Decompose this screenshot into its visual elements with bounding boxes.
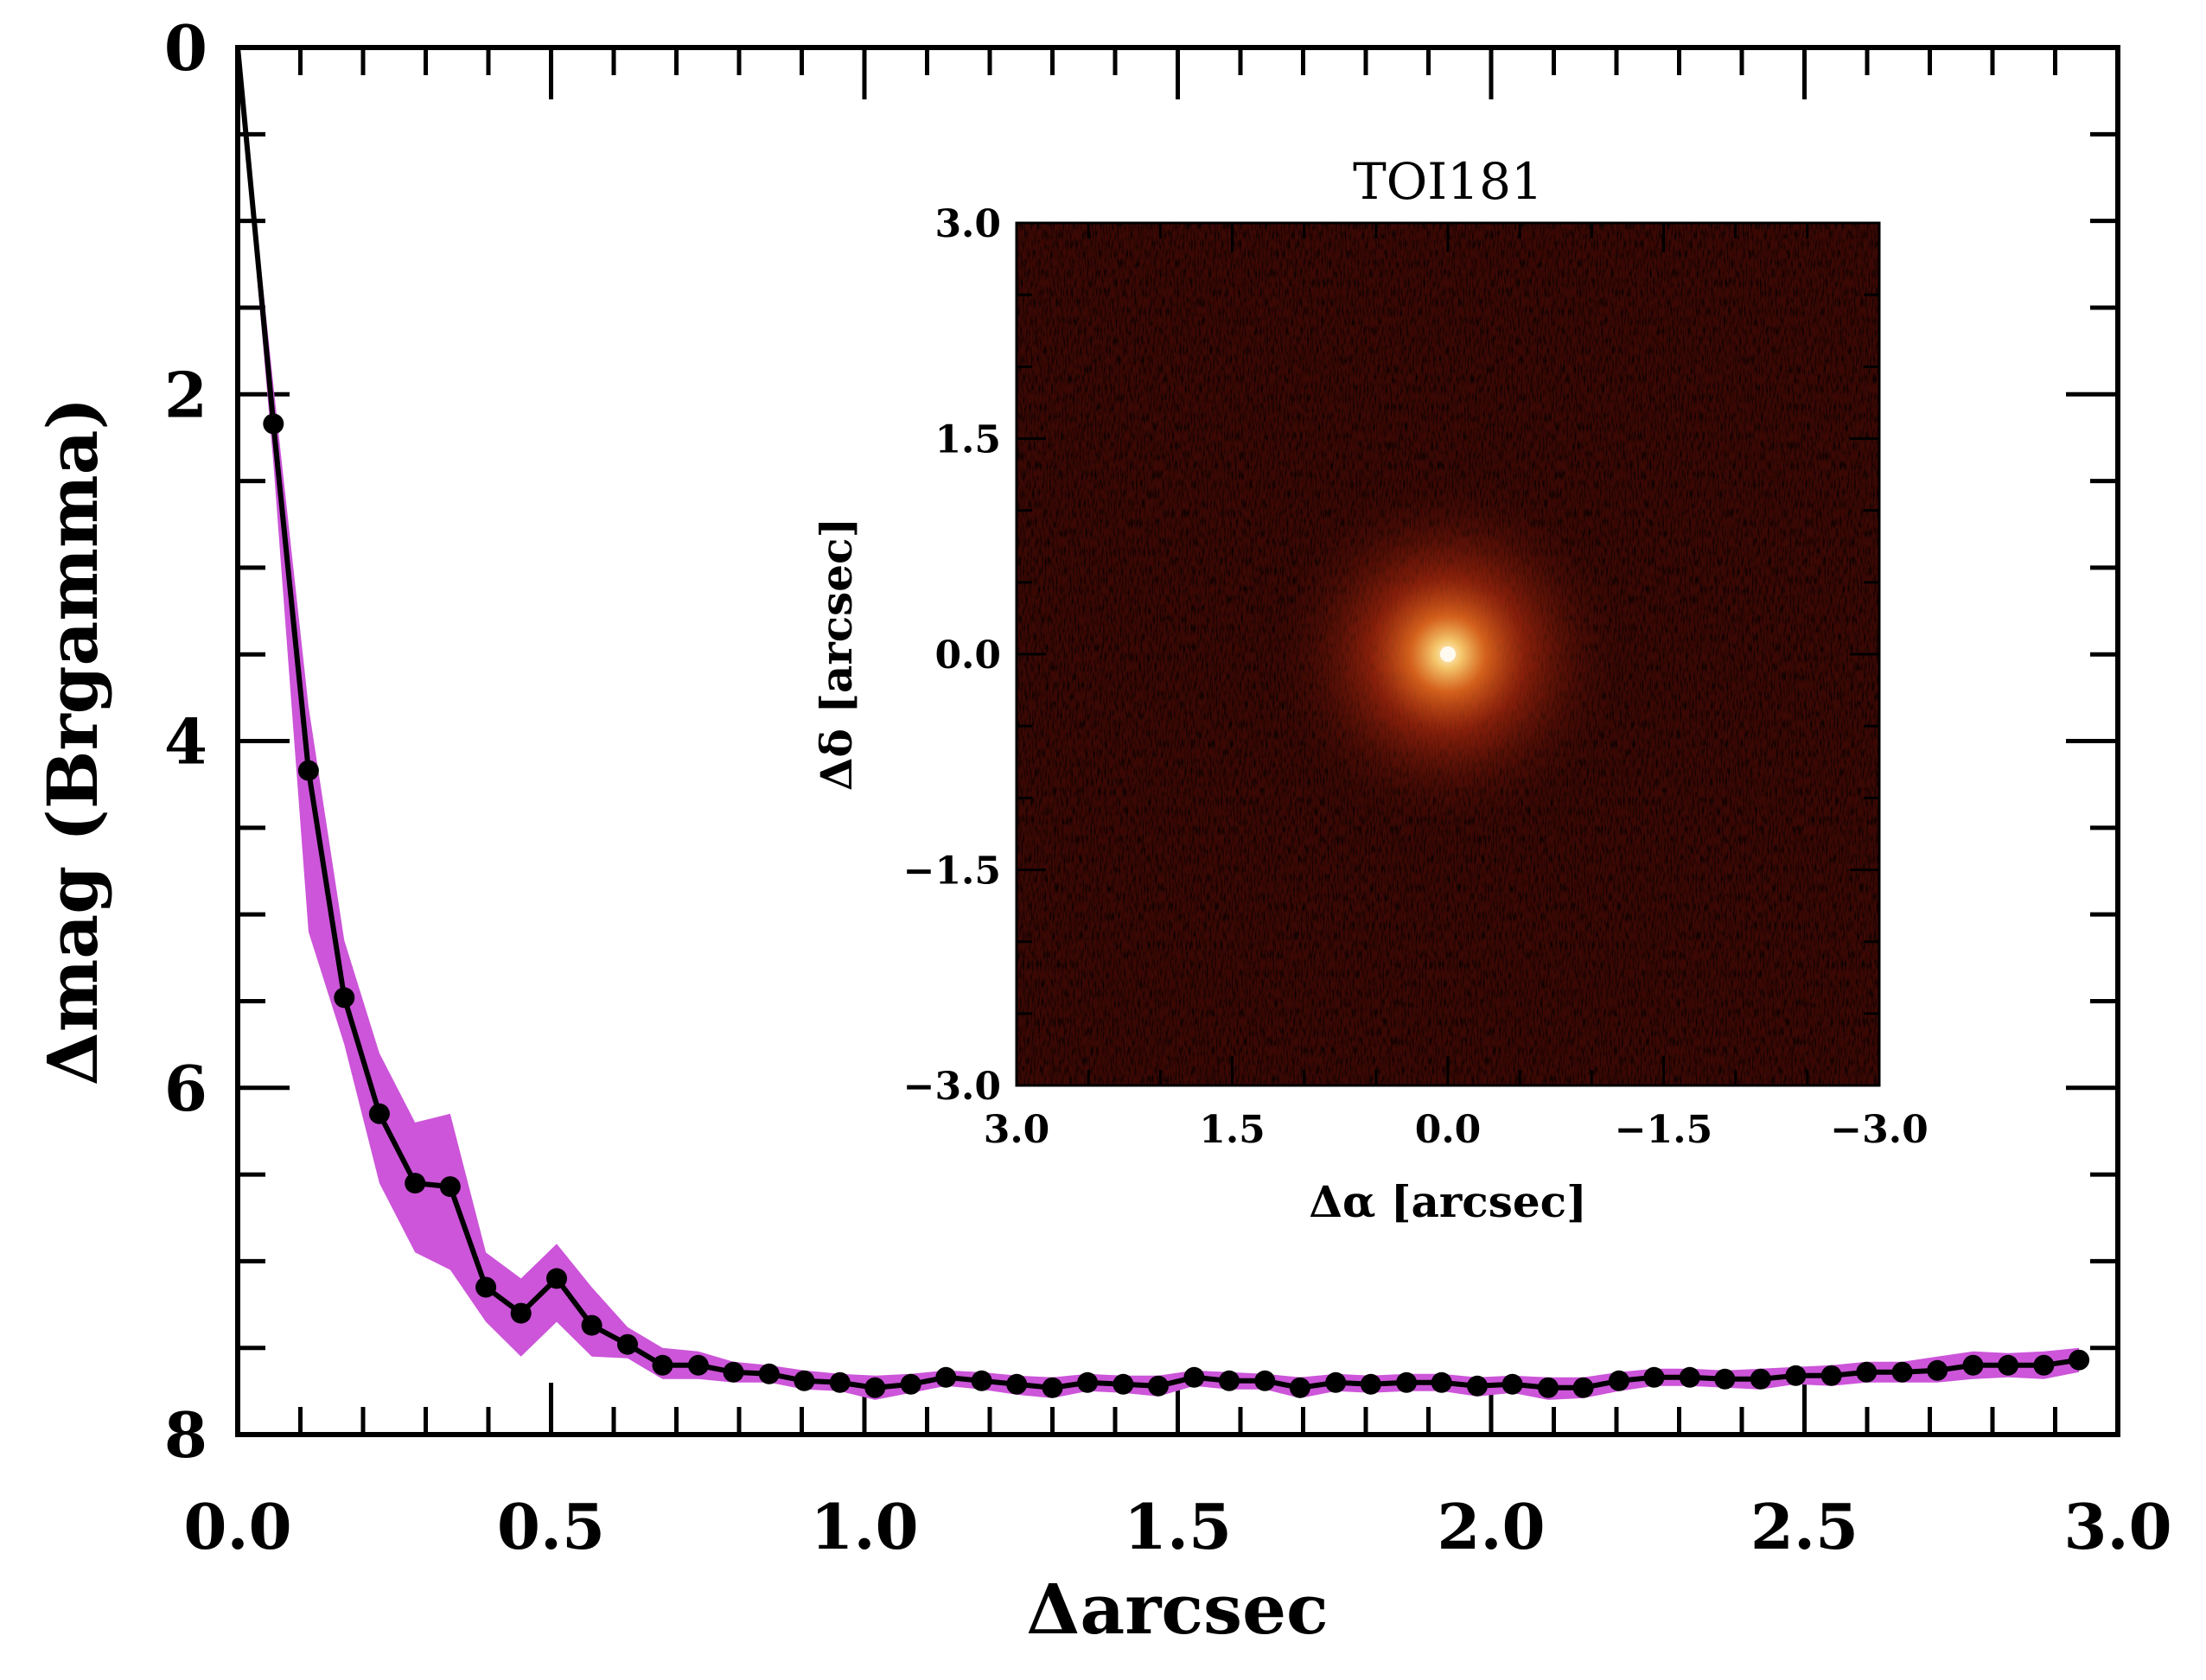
data-point	[1113, 1373, 1134, 1395]
data-point	[297, 760, 319, 781]
data-point	[2033, 1354, 2055, 1376]
data-point	[510, 1302, 532, 1324]
inset-x-axis-label: Δα [arcsec]	[1309, 1176, 1587, 1227]
data-point	[900, 1373, 921, 1395]
inset-chart: TOI181 3.0 1.5 0.0 −1.5 −3.03.01.50.0−1.5−3.…	[811, 152, 1929, 1227]
data-point	[723, 1361, 744, 1383]
y-tick-label: 0	[164, 11, 207, 85]
main-chart: 0.0 0.5 1.0 1.5 2.0 2.5 3.0 0 2 4 6 8 Δarcsec Δmag …	[32, 11, 2172, 1650]
main-ticks	[235, 45, 2120, 1437]
source-core	[1440, 646, 1456, 662]
data-point	[1254, 1370, 1276, 1391]
y-tick-label: 8	[164, 1398, 207, 1472]
data-point	[829, 1371, 851, 1393]
data-point	[794, 1370, 815, 1391]
data-point	[1679, 1366, 1700, 1388]
data-point	[1148, 1375, 1169, 1397]
inset-x-tick-label: −1.5	[1615, 1108, 1712, 1152]
data-point	[1714, 1368, 1736, 1390]
data-point	[1289, 1377, 1310, 1398]
inset-y-tick-label: −1.5	[903, 850, 1001, 894]
inset-image	[1017, 223, 1879, 1085]
inset-y-tick-label: 1.5	[934, 418, 1001, 462]
data-point	[1219, 1370, 1240, 1391]
x-tick-label: 3.0	[2063, 1490, 2171, 1563]
data-point	[1360, 1373, 1381, 1395]
data-point	[971, 1370, 992, 1391]
data-point	[1891, 1361, 1913, 1383]
data-point	[1325, 1371, 1347, 1393]
data-point	[475, 1276, 497, 1298]
main-tick-labels: 0.0 0.5 1.0 1.5 2.0 2.5 3.0 0 2 4 6 8	[164, 11, 2172, 1563]
data-point	[1962, 1354, 1984, 1376]
data-point	[1183, 1366, 1205, 1388]
data-point	[1750, 1368, 1771, 1390]
inset-x-tick-label: −3.0	[1830, 1108, 1928, 1152]
contrast-points	[263, 413, 2090, 1398]
inset-title: TOI181	[1353, 152, 1543, 211]
data-point	[864, 1377, 886, 1398]
data-point	[1431, 1371, 1452, 1393]
data-point	[935, 1366, 957, 1388]
data-point	[1501, 1373, 1523, 1395]
y-axis-label: Δmag (Brgamma)	[32, 398, 113, 1086]
data-point	[1467, 1375, 1488, 1397]
data-point	[1856, 1361, 1878, 1383]
data-point	[1927, 1359, 1948, 1381]
inset-y-tick-label: 3.0	[934, 202, 1001, 246]
data-point	[546, 1268, 567, 1289]
data-point	[581, 1314, 603, 1336]
inset-y-axis-label: Δδ [arcsec]	[811, 518, 862, 791]
data-point	[758, 1363, 780, 1384]
x-tick-label: 1.0	[810, 1490, 918, 1563]
data-point	[1077, 1371, 1099, 1393]
data-point	[1785, 1365, 1807, 1386]
x-tick-label: 0.5	[497, 1490, 605, 1563]
data-point	[1042, 1377, 1063, 1398]
data-point	[439, 1176, 461, 1198]
data-point	[1998, 1354, 2019, 1376]
data-point	[1820, 1365, 1842, 1386]
y-tick-label: 4	[164, 705, 207, 779]
data-point	[334, 987, 355, 1009]
inset-y-tick-label: −3.0	[903, 1065, 1001, 1109]
x-tick-label: 2.5	[1750, 1490, 1859, 1563]
data-point	[1538, 1377, 1559, 1398]
y-tick-label: 6	[164, 1052, 207, 1125]
x-tick-label: 1.5	[1124, 1490, 1232, 1563]
inset-x-tick-label: 3.0	[984, 1108, 1050, 1152]
data-point	[368, 1103, 390, 1124]
data-point	[1608, 1370, 1629, 1391]
inset-y-tick-label: 0.0	[934, 633, 1001, 678]
inset-ticks	[1015, 221, 1881, 1087]
data-point	[1396, 1371, 1418, 1393]
data-point	[1643, 1366, 1665, 1388]
inset-tick-labels: 3.0 1.5 0.0 −1.5 −3.03.01.50.0−1.5−3.0	[903, 202, 1929, 1152]
data-point	[1572, 1377, 1594, 1398]
y-tick-label: 2	[164, 358, 207, 431]
data-point	[2069, 1349, 2090, 1371]
inset-x-tick-label: 1.5	[1199, 1108, 1266, 1152]
data-point	[1006, 1373, 1028, 1395]
data-point	[263, 413, 284, 435]
data-point	[405, 1173, 426, 1194]
x-tick-label: 0.0	[183, 1490, 291, 1563]
data-point	[687, 1354, 709, 1376]
data-point	[652, 1354, 673, 1376]
x-axis-label: Δarcsec	[1026, 1569, 1328, 1650]
inset-x-tick-label: 0.0	[1415, 1108, 1482, 1152]
x-tick-label: 2.0	[1437, 1490, 1545, 1563]
data-point	[617, 1333, 638, 1355]
